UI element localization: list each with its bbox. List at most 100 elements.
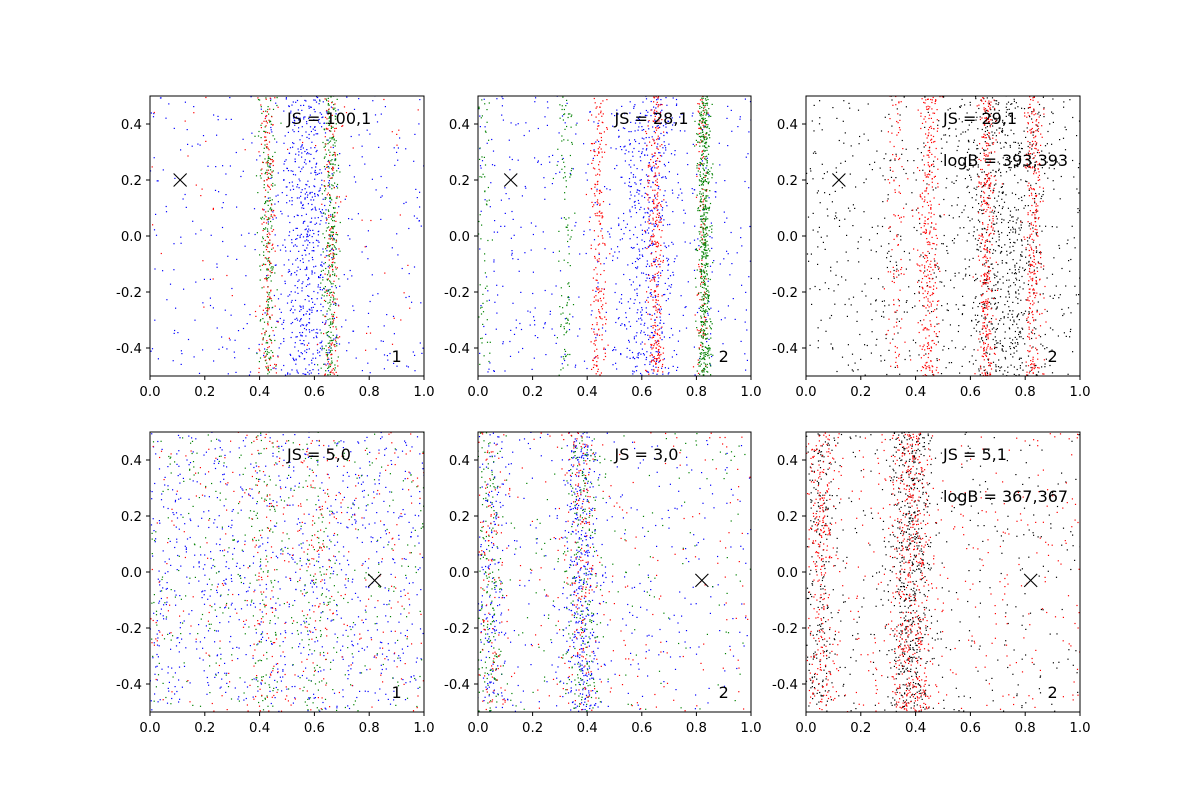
data-point [335,304,337,306]
data-point [367,230,369,232]
data-point [706,96,708,98]
data-point [288,269,290,271]
data-point [702,134,704,136]
data-point [999,142,1001,144]
data-point [327,166,330,168]
data-point [707,348,709,350]
data-point [333,252,335,255]
data-point [646,351,648,353]
data-point [997,342,999,344]
data-point [654,111,656,113]
data-point [319,169,321,171]
data-point [1046,143,1048,145]
data-point [417,109,419,111]
data-point [636,292,638,295]
data-point [707,285,709,287]
data-point [328,226,330,228]
data-point [634,299,636,301]
data-point [291,104,293,106]
data-point [665,300,667,302]
data-point [1003,123,1005,125]
data-point [1012,228,1014,230]
data-point [625,312,627,314]
data-point [329,265,331,268]
data-point [269,239,271,241]
data-point [281,275,283,277]
data-point [744,180,746,183]
data-point [968,141,970,143]
data-point [1042,190,1045,192]
data-point [479,214,481,216]
data-point [706,113,708,115]
data-point [708,308,710,310]
data-point [701,183,704,185]
data-point [307,371,309,373]
data-point [300,325,302,327]
data-point [661,365,663,367]
data-point [301,353,303,355]
data-point [1001,198,1003,200]
data-point [648,120,650,122]
data-point [271,225,273,227]
data-point [629,279,631,281]
data-point [334,298,336,300]
data-point [642,248,644,250]
data-point [355,357,357,359]
data-point [280,293,282,295]
data-point [315,166,317,168]
data-point [1027,170,1029,172]
data-point [994,336,996,338]
data-point [629,229,631,232]
data-point [658,172,660,174]
data-point [302,244,304,246]
data-point [207,165,209,167]
data-point [264,117,266,120]
data-point [274,250,276,252]
data-point [1049,295,1051,297]
data-point [264,356,266,358]
data-point [989,115,992,117]
data-point [286,167,288,169]
data-point [272,243,274,245]
data-point [330,321,332,323]
data-point [397,159,399,161]
data-point [331,369,333,371]
data-point [970,163,972,165]
data-point [326,219,328,221]
data-point [692,366,695,368]
data-point [319,112,321,114]
data-point [662,255,664,257]
data-point [549,313,551,315]
data-point [644,301,646,303]
data-point [599,223,602,225]
data-point [209,297,211,299]
data-point [271,244,273,246]
data-point [305,313,307,315]
data-point [267,176,269,178]
data-point [991,263,993,265]
data-point [659,152,661,154]
data-point [271,174,273,177]
data-point [621,323,623,325]
data-point [1021,275,1023,278]
data-point [705,235,707,238]
data-point [640,206,642,208]
data-point [273,214,275,216]
data-point [699,373,701,375]
data-point [266,310,268,312]
data-point [655,351,657,353]
data-point [707,347,709,349]
data-point [740,340,742,342]
data-point [620,353,622,356]
data-point [994,302,997,304]
data-point [707,255,709,257]
data-point [1017,289,1019,291]
data-point [929,170,931,173]
data-point [268,232,270,234]
data-point [706,310,708,312]
data-point [216,134,218,136]
data-point [332,258,334,260]
data-point [706,341,708,343]
data-point [617,318,619,320]
data-point [306,196,308,198]
